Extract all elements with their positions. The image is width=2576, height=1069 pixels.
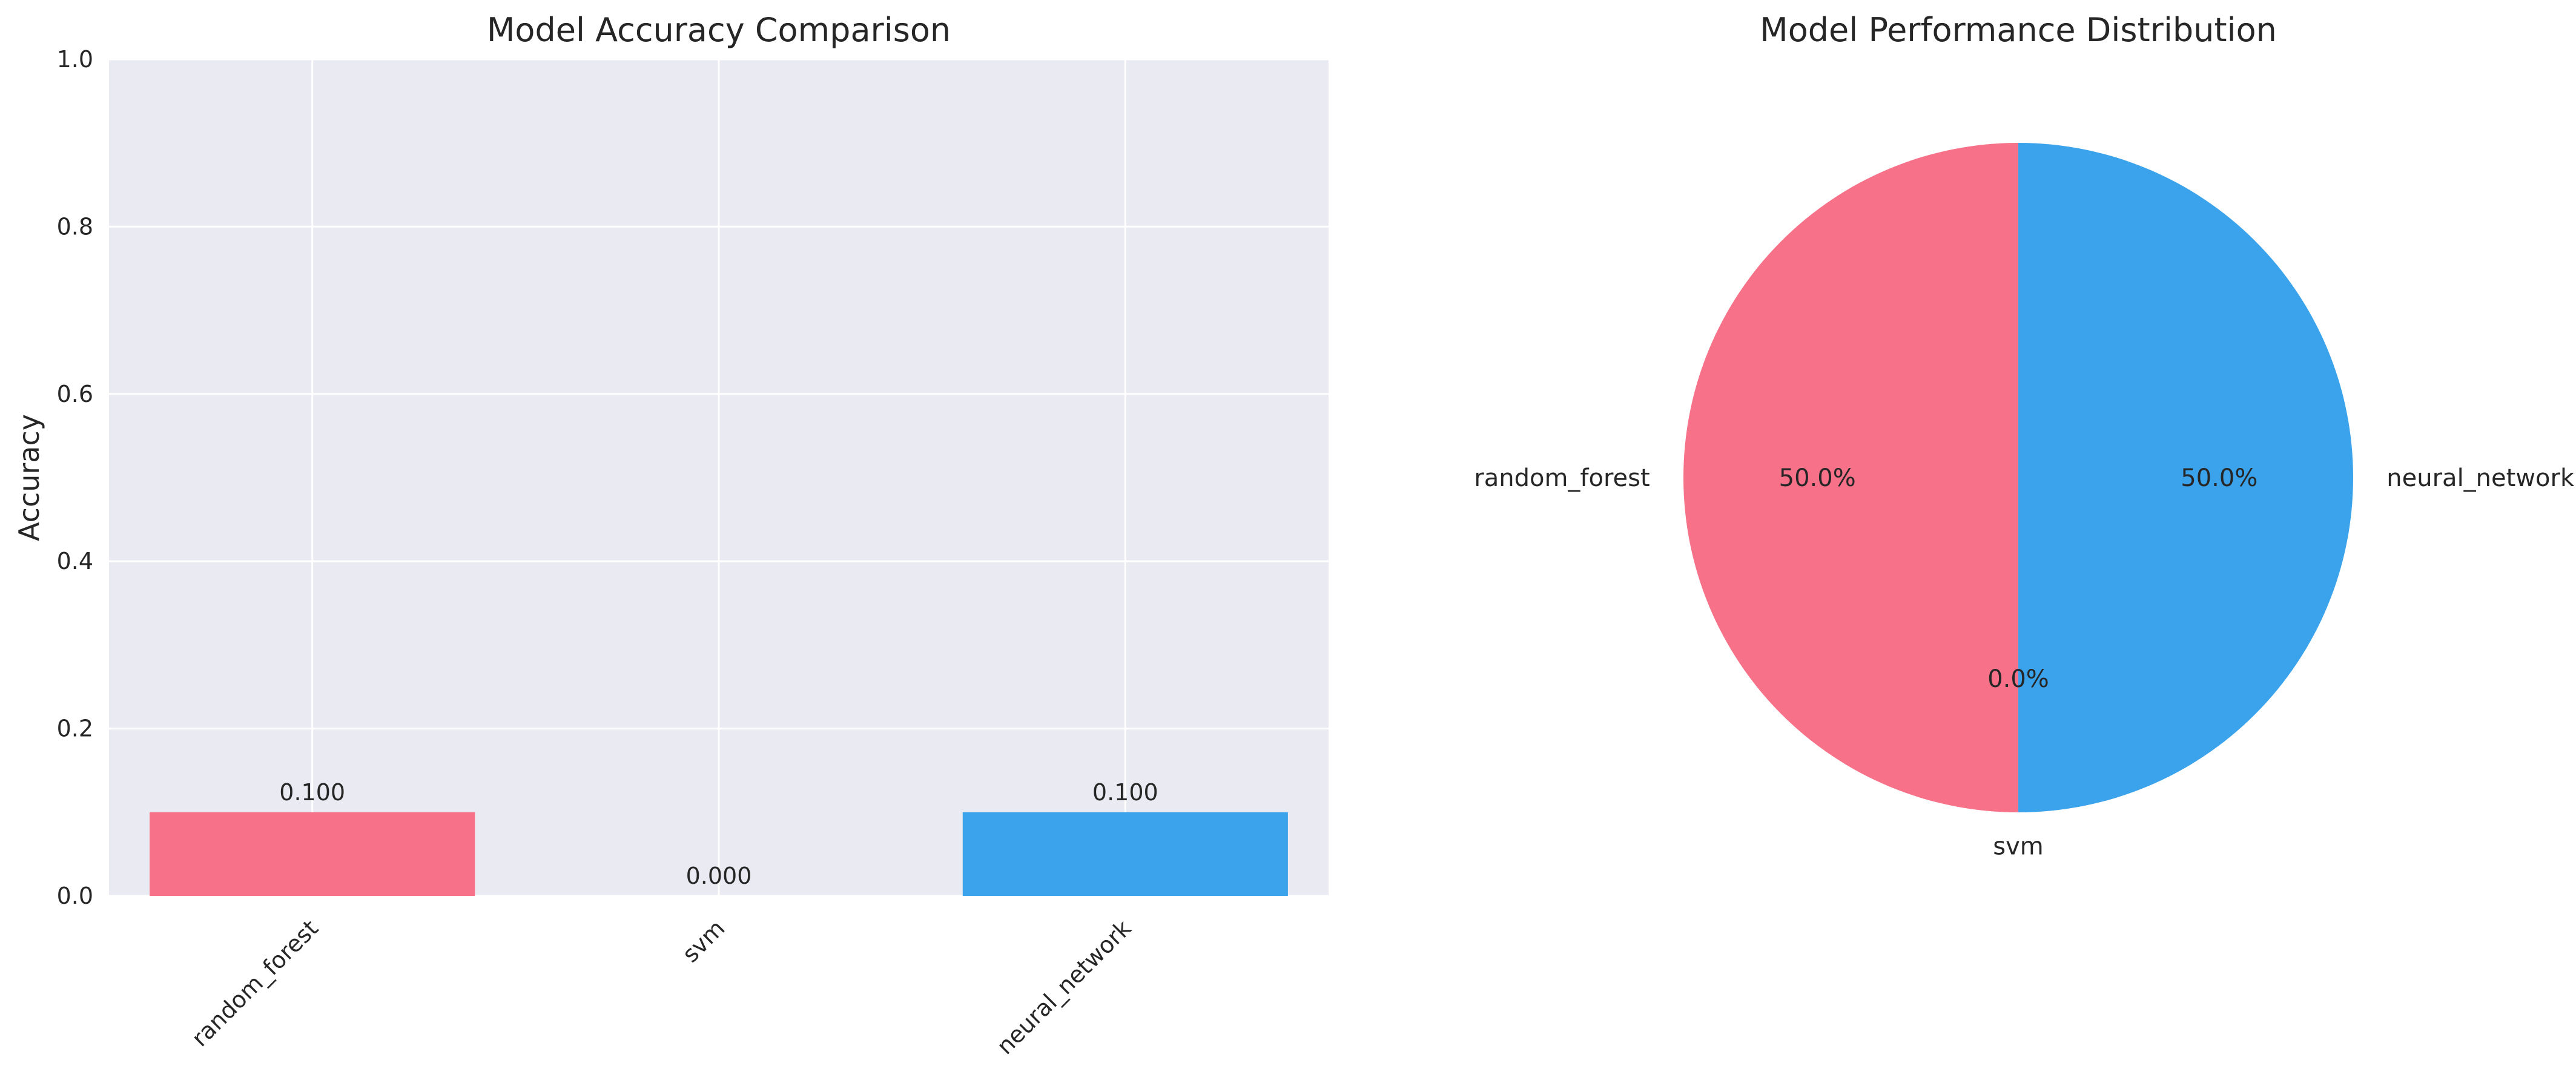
pie-percent-label: 0.0% bbox=[1987, 665, 2049, 693]
x-axis-ticks: random_forest svm neural_network bbox=[187, 915, 1137, 1059]
pie-percent-label: 50.0% bbox=[1779, 464, 1856, 492]
bar-value-labels: 0.100 0.000 0.100 bbox=[279, 779, 1158, 889]
y-tick-label: 0.6 bbox=[57, 381, 93, 407]
pie-slice-random_forest bbox=[1683, 143, 2018, 812]
bar-chart: Model Accuracy Comparison 0.1000.0000.10… bbox=[13, 11, 1329, 1059]
pie-category-label: random_forest bbox=[1474, 464, 1650, 492]
pie-slice-neural_network bbox=[2018, 143, 2353, 812]
pie-slices bbox=[1683, 143, 2353, 812]
bar-random_forest bbox=[150, 812, 475, 896]
bar-value-label: 0.100 bbox=[279, 779, 345, 806]
bar-value-label: 0.000 bbox=[686, 863, 752, 889]
pie-chart: Model Performance Distribution 50.0% 0.0%… bbox=[1474, 11, 2575, 860]
y-tick-label: 0.8 bbox=[57, 213, 93, 240]
x-tick-label: neural_network bbox=[991, 915, 1136, 1059]
bar-neural_network bbox=[962, 812, 1288, 896]
bar-chart-title: Model Accuracy Comparison bbox=[487, 11, 951, 49]
pie-category-label: neural_network bbox=[2386, 464, 2575, 492]
y-tick-label: 0.0 bbox=[57, 883, 93, 909]
x-tick-label: random_forest bbox=[187, 915, 323, 1051]
x-tick-label: svm bbox=[677, 915, 730, 967]
bar-value-label: 0.100 bbox=[1092, 779, 1158, 806]
bar-series bbox=[150, 812, 1288, 896]
pie-category-label: svm bbox=[1993, 832, 2043, 860]
y-tick-label: 0.4 bbox=[57, 548, 93, 574]
y-axis-ticks: 0.0 0.2 0.4 0.6 0.8 1.0 bbox=[57, 46, 93, 909]
pie-chart-title: Model Performance Distribution bbox=[1760, 11, 2277, 49]
y-tick-label: 0.2 bbox=[57, 715, 93, 742]
pie-percent-labels: 50.0% 0.0% 50.0% bbox=[1779, 464, 2258, 693]
y-tick-label: 1.0 bbox=[57, 46, 93, 73]
pie-percent-label: 50.0% bbox=[2181, 464, 2257, 492]
y-axis-label: Accuracy bbox=[13, 414, 45, 541]
